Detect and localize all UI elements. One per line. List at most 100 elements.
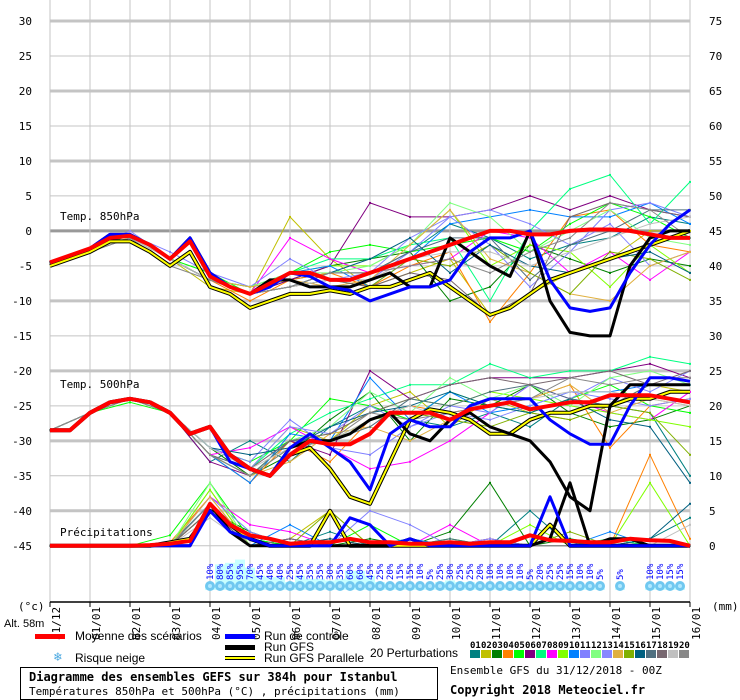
perturbation-6-t850-point bbox=[369, 201, 371, 204]
perturbation-18-t500-point bbox=[289, 439, 291, 442]
snow-risk-percent: 5% bbox=[616, 569, 626, 580]
snowflake-icon-center bbox=[428, 584, 432, 588]
perturbation-16-t500-point bbox=[529, 411, 531, 414]
snow-risk-percent: 15% bbox=[676, 563, 686, 580]
perturbation-id: 11 bbox=[580, 641, 591, 651]
perturbation-5-t850-point bbox=[649, 215, 651, 218]
label-t500: Temp. 500hPa bbox=[60, 378, 139, 391]
perturbation-19-t850-point bbox=[609, 236, 611, 239]
legend-gfs-parallel-label: Run GFS Parallele bbox=[264, 651, 365, 665]
snow-risk-percent: 30% bbox=[446, 563, 456, 580]
perturbation-10-precip-point bbox=[609, 530, 611, 533]
left-tick-label: -45 bbox=[12, 540, 32, 553]
snow-risk-percent: 20% bbox=[536, 563, 546, 580]
perturbation-19-t500-point bbox=[209, 446, 211, 449]
perturbation-14-t850-point bbox=[689, 250, 691, 253]
perturbation-16-t500-point bbox=[689, 481, 691, 484]
perturbation-15-t500-point bbox=[689, 453, 691, 456]
perturbation-3-t850-point bbox=[609, 271, 611, 274]
right-unit-label: (mm) bbox=[712, 600, 739, 613]
snowflake-icon-center bbox=[468, 584, 472, 588]
perturbation-4-t850-point bbox=[489, 320, 491, 323]
snowflake-icon: ❄ bbox=[54, 650, 62, 665]
perturbation-18-t500-point bbox=[489, 376, 491, 379]
snowflake-icon-center bbox=[378, 584, 382, 588]
snow-risk-percent: 10% bbox=[206, 563, 216, 580]
perturbation-3-t500-point bbox=[329, 418, 331, 421]
snow-probability-bar bbox=[235, 559, 245, 590]
perturbation-18-t850-point bbox=[569, 215, 571, 218]
perturbation-swatch bbox=[547, 650, 557, 658]
snowflake-icon-center bbox=[548, 584, 552, 588]
snow-risk-percent: 5% bbox=[526, 569, 536, 580]
perturbation-17-t500-point bbox=[449, 404, 451, 407]
perturbation-7-t500-point bbox=[489, 362, 491, 365]
perturbation-13-t500-point bbox=[409, 425, 411, 428]
perturbation-id: 13 bbox=[602, 641, 613, 651]
snowflake-icon-center bbox=[208, 584, 212, 588]
chart-subtitle: Températures 850hPa et 500hPa (°C) , pré… bbox=[29, 685, 400, 698]
perturbation-11-precip-point bbox=[369, 509, 371, 512]
snow-risk-percent: 25% bbox=[456, 563, 466, 580]
snowflake-icon-center bbox=[238, 584, 242, 588]
snow-risk-percent: 20% bbox=[476, 563, 486, 580]
perturbation-18-t500-point bbox=[689, 369, 691, 372]
perturbation-4-precip-point bbox=[649, 453, 651, 456]
snowflake-icon-center bbox=[578, 584, 582, 588]
right-tick-label: 10 bbox=[709, 470, 722, 483]
perturbation-15-t850-point bbox=[689, 278, 691, 281]
gfs-parallel-line-t850 bbox=[49, 229, 691, 316]
perturbation-19-t850-point bbox=[569, 250, 571, 253]
snowflake-icon-center bbox=[368, 584, 372, 588]
snowflake-icon-center bbox=[308, 584, 312, 588]
perturbation-7-t500-point bbox=[649, 355, 651, 358]
snow-risk-percent: 60% bbox=[356, 563, 366, 580]
snow-risk-percent: 5% bbox=[596, 569, 606, 580]
date-label: 05/01 bbox=[250, 607, 263, 640]
perturbation-8-t850-point bbox=[289, 236, 291, 239]
perturbation-7-t850-point bbox=[609, 173, 611, 176]
perturbation-swatch bbox=[679, 650, 689, 658]
perturbation-id: 04 bbox=[503, 641, 514, 651]
right-tick-label: 60 bbox=[709, 120, 722, 133]
perturbation-16-t850-point bbox=[689, 271, 691, 274]
perturbation-14-t850-point bbox=[409, 243, 411, 246]
left-tick-label: 30 bbox=[19, 15, 32, 28]
perturbation-id: 05 bbox=[514, 641, 525, 651]
perturbation-15-t850-point bbox=[609, 250, 611, 253]
snowflake-icon-center bbox=[348, 584, 352, 588]
perturbation-5-t850-point bbox=[329, 250, 331, 253]
snow-risk-percent: 95% bbox=[236, 563, 246, 580]
perturbation-1-t850-point bbox=[529, 257, 531, 260]
snowflake-icon-center bbox=[288, 584, 292, 588]
perturbation-id: 19 bbox=[668, 641, 679, 651]
perturbation-11-t850-point bbox=[289, 257, 291, 260]
date-label: 02/01 bbox=[130, 607, 143, 640]
snowflake-icon-center bbox=[558, 584, 562, 588]
perturbation-12-precip-point bbox=[209, 481, 211, 484]
right-tick-label: 50 bbox=[709, 190, 722, 203]
perturbation-16-t850-point bbox=[649, 250, 651, 253]
perturbation-3-precip-point bbox=[489, 481, 491, 484]
perturbation-8-t850-point bbox=[529, 236, 531, 239]
title-box: Diagramme des ensembles GEFS sur 384h po… bbox=[20, 667, 438, 700]
snowflake-icon-center bbox=[408, 584, 412, 588]
perturbation-11-precip-point bbox=[249, 530, 251, 533]
perturbation-1-t500-point bbox=[529, 425, 531, 428]
perturbation-8-t500-point bbox=[449, 439, 451, 442]
perturbation-18-t500-point bbox=[609, 369, 611, 372]
left-tick-label: -5 bbox=[19, 260, 32, 273]
snowflake-icon-center bbox=[678, 584, 682, 588]
perturbation-7-t500-point bbox=[329, 411, 331, 414]
perturbation-13-t850-point bbox=[489, 208, 491, 211]
perturbation-13-t850-point bbox=[449, 215, 451, 218]
perturbation-20-t500-point bbox=[689, 376, 691, 379]
snowflake-icon-center bbox=[318, 584, 322, 588]
perturbation-swatch bbox=[470, 650, 480, 658]
perturbation-6-t500-point bbox=[329, 453, 331, 456]
mean-line-precip bbox=[50, 501, 691, 548]
perturbation-19-precip-point bbox=[209, 516, 211, 519]
perturbation-19-t850-point bbox=[689, 215, 691, 218]
perturbation-14-precip-point bbox=[209, 495, 211, 498]
left-tick-label: 20 bbox=[19, 85, 32, 98]
